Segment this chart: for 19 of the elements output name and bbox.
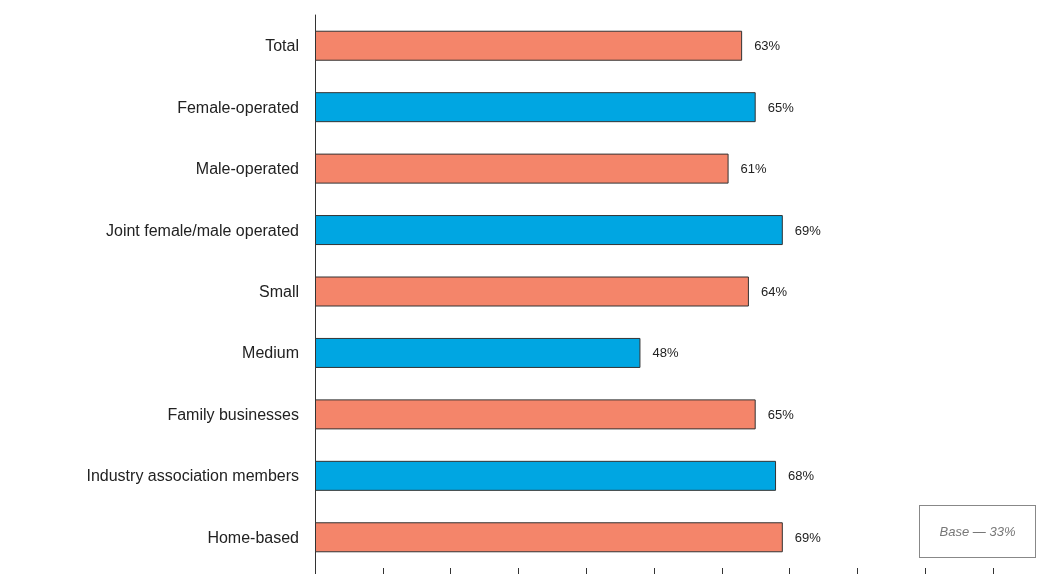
y-tick-label: Medium — [242, 344, 299, 362]
y-tick-label: Female-operated — [177, 98, 299, 116]
data-label: 65% — [767, 406, 795, 422]
data-label: 64% — [760, 284, 788, 299]
data-label: 61% — [740, 161, 768, 177]
y-tick-label: Industry association members — [86, 467, 299, 485]
y-tick-label: Family businesses — [167, 405, 299, 423]
data-label: 65% — [767, 99, 795, 115]
y-tick-label: Small — [258, 283, 299, 300]
y-tick-label: Total — [265, 37, 299, 55]
y-tick-label: Home-based — [207, 528, 299, 546]
data-label: 69% — [794, 222, 822, 238]
note-box: Base — 33% — [919, 505, 1036, 558]
y-tick-label: Joint female/male operated — [106, 221, 299, 239]
data-label: 68% — [788, 468, 815, 484]
data-label: 63% — [754, 38, 781, 54]
data-label: 48% — [652, 345, 679, 361]
data-label: 69% — [794, 529, 822, 545]
y-tick-label: Male-operated — [195, 160, 299, 178]
